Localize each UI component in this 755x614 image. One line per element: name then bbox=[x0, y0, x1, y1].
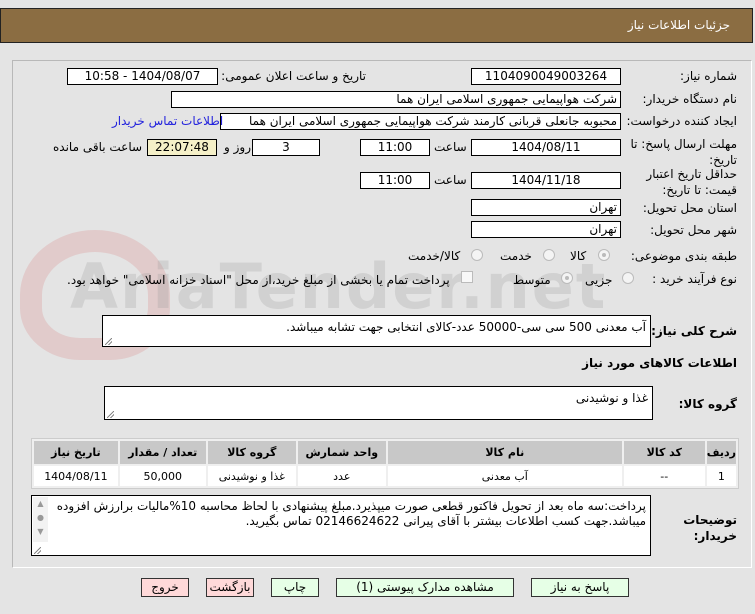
cell-quantity: 50,000 bbox=[119, 466, 206, 486]
buyer-notes-label-2: خریدار: bbox=[693, 529, 737, 543]
view-attachments-button[interactable]: مشاهده مدارک پیوستی (1) bbox=[336, 578, 514, 597]
cell-goods-group: غذا و نوشیدنی bbox=[207, 466, 296, 486]
print-button[interactable]: چاپ bbox=[271, 578, 319, 597]
city-field: تهران bbox=[471, 221, 621, 238]
process-medium-label: متوسط bbox=[513, 273, 551, 287]
resize-grip-icon[interactable] bbox=[105, 338, 112, 345]
remaining-label: ساعت باقی مانده bbox=[53, 140, 143, 154]
deadline-time-label: ساعت bbox=[434, 140, 467, 154]
col-unit: واحد شمارش bbox=[297, 441, 386, 464]
cell-goods-code: -- bbox=[623, 466, 705, 486]
remaining-time-field: 22:07:48 bbox=[147, 139, 217, 156]
validity-time-field: 11:00 bbox=[360, 172, 430, 189]
buyer-notes-textarea[interactable]: پرداخت:سه ماه بعد از تحویل فاکتور قطعی ص… bbox=[31, 495, 651, 556]
goods-info-heading: اطلاعات کالاهای مورد نیاز bbox=[582, 356, 737, 370]
validity-label-2: قیمت: تا تاریخ: bbox=[662, 183, 737, 197]
category-goods-label: کالا bbox=[570, 249, 587, 263]
deadline-date-field: 1404/08/11 bbox=[471, 139, 621, 156]
province-label: استان محل تحویل: bbox=[642, 201, 737, 215]
table-row: 1 -- آب معدنی عدد غذا و نوشیدنی 50,000 1… bbox=[34, 466, 736, 486]
treasury-payment-label: پرداخت تمام یا بخشی از مبلغ خرید،از محل … bbox=[67, 273, 450, 287]
page-title: جزئیات اطلاعات نیاز bbox=[627, 18, 730, 32]
days-field: 3 bbox=[252, 139, 320, 156]
goods-group-text: غذا و نوشیدنی bbox=[575, 391, 648, 405]
resize-grip-icon[interactable] bbox=[34, 547, 41, 554]
process-label: نوع فرآیند خرید : bbox=[652, 272, 737, 286]
description-label: شرح کلی نیاز: bbox=[651, 324, 737, 338]
scroll-thumb[interactable]: ● bbox=[37, 513, 44, 522]
col-goods-group: گروه کالا bbox=[207, 441, 296, 464]
validity-time-label: ساعت bbox=[434, 173, 467, 187]
category-label: طبقه بندی موضوعی: bbox=[630, 249, 737, 263]
process-medium-radio[interactable] bbox=[561, 272, 573, 284]
process-minor-radio[interactable] bbox=[622, 272, 634, 284]
city-label: شهر محل تحویل: bbox=[650, 223, 737, 237]
buyer-field: شرکت هواپیمایی جمهوری اسلامی ایران هما bbox=[171, 91, 621, 108]
treasury-payment-checkbox[interactable] bbox=[461, 271, 473, 283]
col-row-number: ردیف bbox=[706, 441, 736, 464]
deadline-label-1: مهلت ارسال پاسخ: تا bbox=[630, 137, 737, 151]
watermark: AriaTender.net bbox=[70, 250, 608, 323]
goods-table: ردیف کد کالا نام کالا واحد شمارش گروه کا… bbox=[31, 438, 739, 489]
description-text: آب معدنی 500 سی سی-50000 عدد-کالای انتخا… bbox=[286, 320, 646, 334]
category-service-radio[interactable] bbox=[543, 249, 555, 261]
category-goods-service-radio[interactable] bbox=[471, 249, 483, 261]
page-header: جزئیات اطلاعات نیاز bbox=[0, 8, 753, 43]
buyer-notes-text: پرداخت:سه ماه بعد از تحویل فاکتور قطعی ص… bbox=[56, 499, 646, 528]
cell-goods-name: آب معدنی bbox=[387, 466, 622, 486]
announce-field: 1404/08/07 - 10:58 bbox=[67, 68, 218, 85]
resize-grip-icon[interactable] bbox=[107, 411, 114, 418]
deadline-label-2: تاریخ: bbox=[709, 153, 737, 167]
cell-need-date: 1404/08/11 bbox=[34, 466, 118, 486]
goods-group-textarea[interactable]: غذا و نوشیدنی bbox=[104, 386, 653, 420]
contact-buyer-link[interactable]: اطلاعات تماس خریدار bbox=[112, 114, 224, 128]
details-panel bbox=[12, 60, 752, 568]
category-goods-radio[interactable] bbox=[598, 249, 610, 261]
creator-label: ایجاد کننده درخواست: bbox=[626, 114, 737, 128]
exit-button[interactable]: خروج bbox=[141, 578, 189, 597]
col-quantity: تعداد / مقدار bbox=[119, 441, 206, 464]
deadline-time-field: 11:00 bbox=[360, 139, 430, 156]
category-goods-service-label: کالا/خدمت bbox=[408, 249, 461, 263]
need-number-label: شماره نیاز: bbox=[680, 69, 737, 83]
back-button[interactable]: بازگشت bbox=[206, 578, 254, 597]
table-header-row: ردیف کد کالا نام کالا واحد شمارش گروه کا… bbox=[34, 441, 736, 464]
creator-field: محبوبه جانعلی قربانی کارمند شرکت هواپیما… bbox=[220, 113, 621, 130]
province-field: تهران bbox=[471, 199, 621, 216]
col-need-date: تاریخ نیاز bbox=[34, 441, 118, 464]
validity-label-1: حداقل تاریخ اعتبار bbox=[646, 167, 737, 181]
buyer-notes-label-1: توضیحات bbox=[683, 513, 737, 527]
scroll-up-icon[interactable]: ▲ bbox=[37, 499, 44, 508]
cell-unit: عدد bbox=[297, 466, 386, 486]
reply-button[interactable]: پاسخ به نیاز bbox=[531, 578, 629, 597]
description-textarea[interactable]: آب معدنی 500 سی سی-50000 عدد-کالای انتخا… bbox=[102, 315, 651, 347]
announce-label: تاریخ و ساعت اعلان عمومی: bbox=[221, 69, 366, 83]
notes-scrollbar[interactable]: ▲ ● ▼ bbox=[33, 497, 48, 542]
need-number-field: 1104090049003264 bbox=[471, 68, 621, 85]
col-goods-name: نام کالا bbox=[387, 441, 622, 464]
goods-group-label: گروه کالا: bbox=[678, 397, 737, 411]
scroll-down-icon[interactable]: ▼ bbox=[37, 527, 44, 536]
cell-row-number: 1 bbox=[706, 466, 736, 486]
validity-date-field: 1404/11/18 bbox=[471, 172, 621, 189]
days-label: روز و bbox=[224, 140, 251, 154]
category-service-label: خدمت bbox=[500, 249, 532, 263]
buyer-label: نام دستگاه خریدار: bbox=[642, 92, 738, 106]
process-minor-label: جزیی bbox=[585, 273, 613, 287]
col-goods-code: کد کالا bbox=[623, 441, 705, 464]
